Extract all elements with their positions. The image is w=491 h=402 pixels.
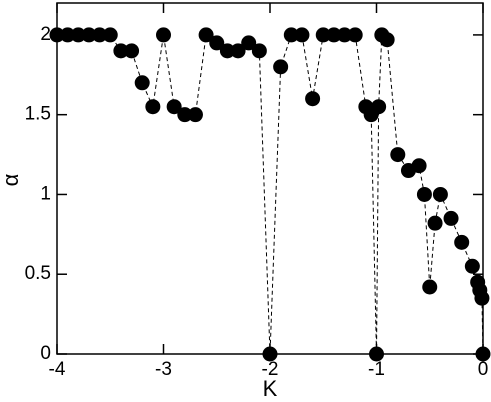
data-point: [432, 186, 448, 202]
data-point: [241, 35, 257, 51]
data-point: [315, 27, 331, 43]
data-point: [416, 186, 432, 202]
data-point: [81, 27, 97, 43]
data-point: [427, 215, 443, 231]
data-point: [390, 147, 406, 163]
data-point: [369, 346, 384, 362]
x-tick-label: -1: [368, 359, 385, 380]
data-point: [454, 234, 470, 250]
data-point: [294, 27, 310, 43]
data-point: [262, 346, 278, 362]
data-point: [102, 27, 118, 43]
x-axis-label: K: [263, 376, 278, 401]
data-point: [209, 35, 225, 51]
data-point: [422, 279, 438, 295]
data-point: [187, 107, 203, 123]
data-point: [134, 75, 150, 91]
y-axis-label: α: [0, 173, 23, 186]
data-point: [251, 43, 267, 59]
data-point: [230, 43, 246, 59]
x-tick-label: 0: [478, 359, 489, 380]
data-point: [156, 27, 171, 43]
y-tick-label: 0: [40, 343, 51, 364]
data-point: [347, 27, 363, 43]
data-point: [145, 99, 161, 115]
data-point: [326, 27, 342, 43]
data-point: [443, 210, 459, 226]
data-point: [379, 32, 395, 48]
data-point: [113, 43, 129, 59]
data-point: [49, 27, 65, 43]
data-point: [305, 91, 321, 107]
data-point: [273, 59, 289, 75]
data-point: [92, 27, 108, 43]
data-point: [283, 27, 299, 43]
x-tick-label: -2: [262, 359, 279, 380]
data-point: [60, 27, 76, 43]
x-tick-label: -3: [155, 359, 172, 380]
y-tick-label: 0.5: [25, 263, 51, 284]
data-point: [474, 290, 490, 306]
y-tick-label: 1.5: [25, 104, 51, 125]
data-point: [124, 43, 140, 59]
y-tick-label: 1: [40, 183, 51, 204]
data-point: [337, 27, 353, 43]
data-point: [464, 258, 480, 274]
y-tick-label: 2: [40, 24, 51, 45]
data-point: [411, 158, 427, 174]
data-point: [70, 27, 86, 43]
data-point: [371, 99, 387, 115]
data-point: [475, 346, 491, 362]
data-point: [177, 107, 193, 123]
data-point: [219, 43, 235, 59]
data-point: [198, 27, 214, 43]
data-point: [166, 99, 182, 115]
x-tick-label: -4: [49, 359, 66, 380]
